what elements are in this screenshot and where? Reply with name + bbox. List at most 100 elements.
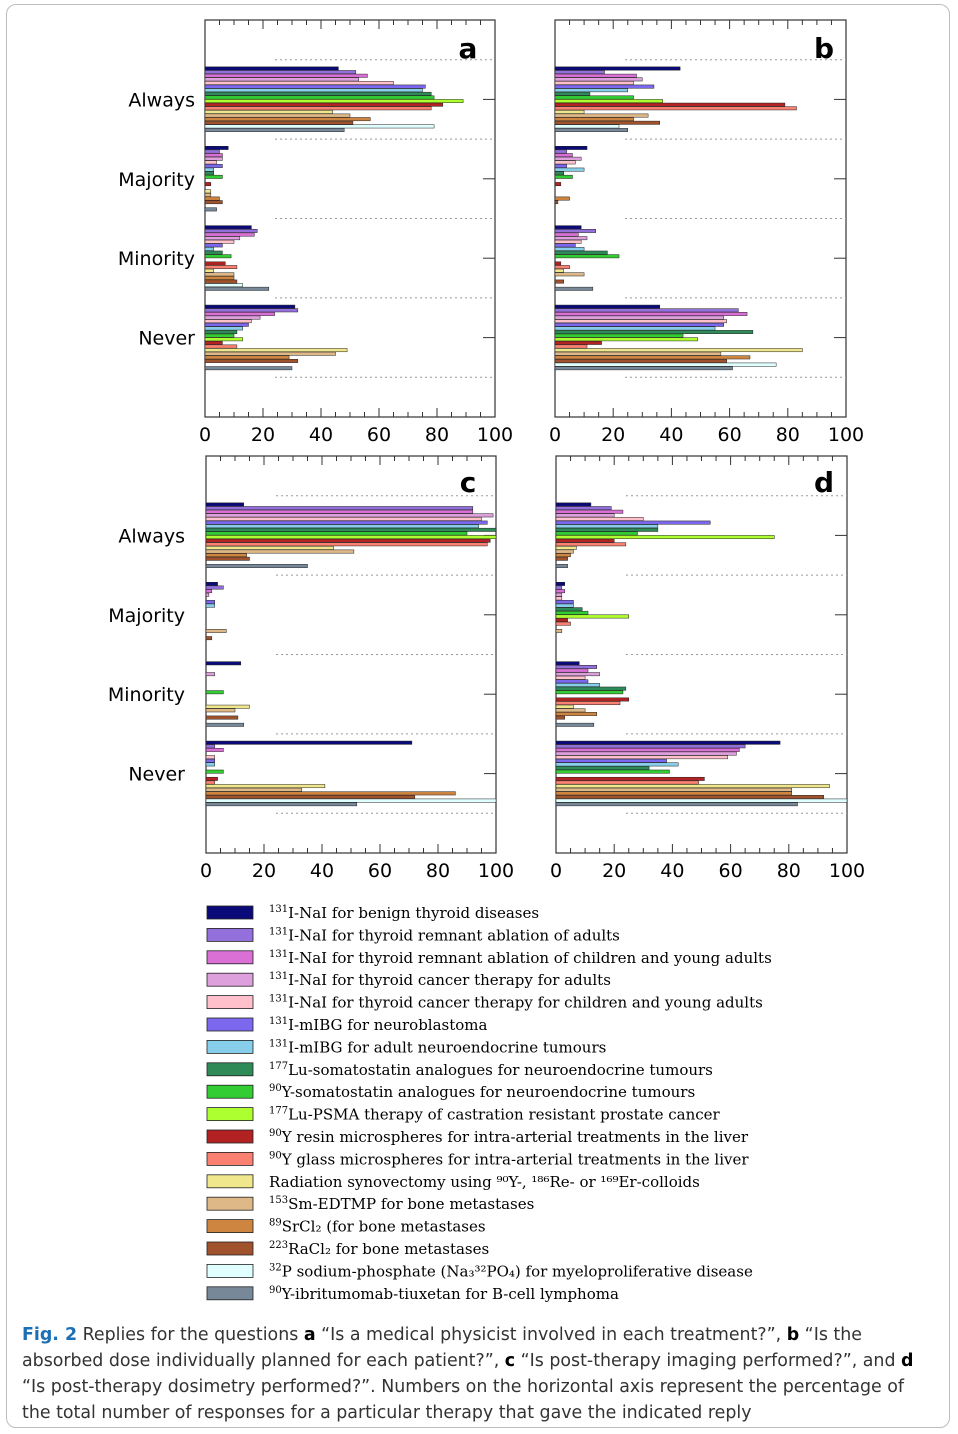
- bar-minority-series-2: [555, 665, 597, 669]
- bar-always-series-15: [205, 553, 247, 558]
- legend-label: 131I-NaI for benign thyroid diseases: [269, 904, 539, 922]
- bar-never-series-2: [554, 308, 739, 313]
- bar-minority-series-5: [204, 239, 235, 244]
- bar-always-series-11: [205, 538, 491, 543]
- bar-always-series-14: [555, 549, 574, 554]
- bar-always-series-10: [555, 535, 775, 539]
- x-tick-label: 0: [199, 424, 211, 446]
- legend-item: 90Y glass microspheres for intra-arteria…: [206, 1150, 749, 1168]
- figure-frame: [6, 4, 950, 1428]
- legend-item: 177Lu-somatostatin analogues for neuroen…: [206, 1061, 713, 1079]
- bar-minority-series-13: [555, 704, 574, 709]
- legend-label: 131I-mIBG for neuroblastoma: [269, 1016, 488, 1034]
- legend-swatch: [206, 928, 254, 942]
- bar-majority-series-9: [555, 610, 589, 615]
- caption-panel-b: b: [786, 1325, 800, 1345]
- legend-label: 177Lu-PSMA therapy of castration resista…: [269, 1106, 721, 1124]
- bar-never-series-17: [555, 798, 848, 803]
- legend-swatch: [206, 1062, 254, 1077]
- bar-always-series-4: [204, 77, 359, 82]
- category-label-always: Always: [118, 525, 185, 547]
- bar-always-series-11: [555, 538, 615, 543]
- bar-majority-series-11: [554, 182, 562, 186]
- bar-minority-series-11: [204, 261, 226, 266]
- bar-never-series-10: [204, 337, 243, 342]
- bar-never-series-9: [554, 333, 684, 338]
- bar-never-series-16: [204, 359, 299, 363]
- bar-always-series-3: [204, 73, 368, 78]
- bar-never-series-17: [554, 362, 777, 367]
- bar-always-series-14: [554, 113, 649, 118]
- bar-always-series-6: [205, 520, 488, 525]
- bar-minority-series-14: [204, 272, 235, 277]
- bar-minority-series-4: [204, 236, 241, 241]
- bar-never-series-8: [555, 766, 650, 770]
- bar-always-series-14: [205, 549, 355, 554]
- legend-label: 131I-NaI for thyroid remnant ablation of…: [269, 949, 772, 967]
- bar-never-series-12: [555, 780, 699, 785]
- bar-always-series-1: [554, 66, 681, 71]
- bar-never-series-5: [205, 755, 215, 760]
- bar-never-series-6: [554, 322, 725, 327]
- bar-always-series-5: [555, 517, 644, 521]
- bar-never-series-12: [204, 344, 238, 349]
- x-tick-label: 40: [309, 424, 333, 446]
- bar-never-series-14: [555, 787, 792, 792]
- legend-label: 177Lu-somatostatin analogues for neuroen…: [269, 1061, 713, 1079]
- bar-always-series-18: [554, 128, 628, 132]
- bar-minority-series-16: [554, 279, 564, 284]
- bar-minority-series-16: [204, 279, 238, 284]
- bar-majority-series-14: [205, 629, 227, 633]
- panel-label: a: [459, 32, 478, 65]
- bar-always-series-15: [555, 553, 571, 558]
- bar-always-series-12: [554, 106, 797, 111]
- x-tick-label: 60: [719, 860, 743, 882]
- bar-majority-series-4: [555, 592, 563, 597]
- bar-always-series-12: [205, 542, 488, 547]
- bar-always-series-13: [204, 110, 333, 114]
- caption-text-intro: Replies for the questions: [77, 1325, 304, 1345]
- legend-item: 131I-NaI for benign thyroid diseases: [206, 904, 539, 922]
- x-tick-label: 0: [200, 860, 212, 882]
- bar-never-series-8: [204, 330, 238, 334]
- legend-item: 177Lu-PSMA therapy of castration resista…: [206, 1106, 721, 1124]
- bar-always-series-8: [204, 91, 432, 96]
- x-tick-label: 100: [478, 860, 514, 882]
- legend-item: 131I-NaI for thyroid cancer therapy for …: [206, 994, 763, 1012]
- bar-majority-series-11: [204, 182, 212, 186]
- bar-never-series-2: [204, 308, 299, 313]
- x-tick-label: 80: [426, 860, 450, 882]
- bar-always-series-3: [555, 509, 624, 514]
- bar-majority-series-8: [554, 171, 564, 176]
- legend-item: 131I-NaI for thyroid remnant ablation of…: [206, 926, 620, 944]
- bar-majority-series-4: [554, 156, 582, 161]
- bar-majority-series-6: [204, 164, 223, 168]
- bar-never-series-13: [555, 784, 830, 789]
- bar-never-series-6: [205, 758, 215, 763]
- bar-never-series-5: [204, 319, 252, 324]
- bar-never-series-18: [555, 802, 798, 807]
- bar-minority-series-2: [204, 229, 258, 233]
- bar-always-series-11: [554, 102, 786, 107]
- bar-minority-series-6: [204, 243, 223, 248]
- legend-item: 131I-mIBG for adult neuroendocrine tumou…: [206, 1038, 606, 1056]
- bar-always-series-3: [554, 73, 637, 78]
- bar-always-series-17: [204, 124, 435, 129]
- legend-swatch: [206, 1196, 254, 1211]
- legend-item: 131I-NaI for thyroid cancer therapy for …: [206, 971, 611, 989]
- bar-always-series-7: [204, 88, 423, 93]
- x-tick-label: 100: [477, 424, 513, 446]
- legend: 131I-NaI for benign thyroid diseases 131I…: [206, 904, 772, 1303]
- bar-never-series-10: [554, 337, 698, 342]
- bar-always-series-8: [555, 527, 659, 532]
- bar-never-series-11: [554, 340, 602, 345]
- bar-minority-series-3: [204, 232, 255, 237]
- bar-minority-series-12: [555, 701, 621, 706]
- bar-minority-series-18: [555, 722, 595, 727]
- bar-always-series-7: [205, 524, 479, 529]
- bar-never-series-14: [554, 351, 722, 356]
- legend-label: 90Y glass microspheres for intra-arteria…: [269, 1150, 749, 1168]
- legend-label: 153Sm-EDTMP for bone metastases: [269, 1195, 534, 1213]
- bar-majority-series-2: [205, 585, 224, 590]
- x-tick-label: 40: [659, 424, 683, 446]
